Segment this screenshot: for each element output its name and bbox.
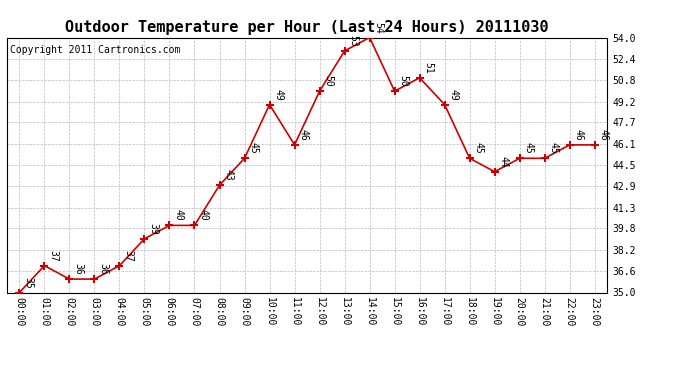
Text: 44: 44 bbox=[499, 156, 509, 168]
Text: 46: 46 bbox=[299, 129, 308, 141]
Text: 43: 43 bbox=[224, 169, 234, 181]
Text: 50: 50 bbox=[399, 75, 408, 87]
Text: 40: 40 bbox=[174, 210, 184, 221]
Text: 40: 40 bbox=[199, 210, 208, 221]
Text: 54: 54 bbox=[374, 22, 384, 33]
Title: Outdoor Temperature per Hour (Last 24 Hours) 20111030: Outdoor Temperature per Hour (Last 24 Ho… bbox=[66, 20, 549, 35]
Text: 46: 46 bbox=[574, 129, 584, 141]
Text: 35: 35 bbox=[23, 277, 34, 288]
Text: 45: 45 bbox=[474, 142, 484, 154]
Text: 49: 49 bbox=[274, 89, 284, 101]
Text: 49: 49 bbox=[448, 89, 459, 101]
Text: 39: 39 bbox=[148, 223, 159, 235]
Text: 45: 45 bbox=[248, 142, 259, 154]
Text: 36: 36 bbox=[99, 263, 108, 275]
Text: 45: 45 bbox=[524, 142, 534, 154]
Text: 53: 53 bbox=[348, 35, 359, 47]
Text: 51: 51 bbox=[424, 62, 434, 74]
Text: Copyright 2011 Cartronics.com: Copyright 2011 Cartronics.com bbox=[10, 45, 180, 55]
Text: 36: 36 bbox=[74, 263, 83, 275]
Text: 50: 50 bbox=[324, 75, 334, 87]
Text: 46: 46 bbox=[599, 129, 609, 141]
Text: 45: 45 bbox=[549, 142, 559, 154]
Text: 37: 37 bbox=[48, 250, 59, 261]
Text: 37: 37 bbox=[124, 250, 134, 261]
